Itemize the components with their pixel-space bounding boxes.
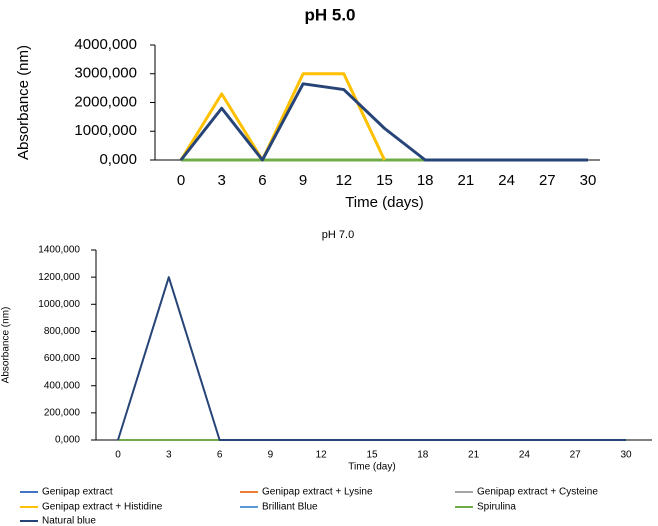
y-tick-label: 4000,000	[74, 36, 137, 53]
x-tick-label: 21	[458, 172, 475, 189]
y-tick-label: 0,000	[55, 435, 80, 446]
x-tick-label: 24	[498, 172, 515, 189]
y-tick-label: 1000,000	[38, 299, 80, 310]
x-tick-label: 9	[268, 450, 274, 461]
y-tick-label: 3000,000	[74, 65, 137, 82]
x-tick-label: 3	[218, 172, 226, 189]
chart-title: pH 5.0	[304, 5, 355, 24]
x-tick-label: 6	[217, 450, 223, 461]
y-axis-title: Absorbance (nm)	[15, 45, 32, 160]
y-tick-label: 2000,000	[74, 93, 137, 110]
x-tick-label: 27	[570, 450, 582, 461]
x-tick-label: 24	[519, 450, 531, 461]
chart-title: pH 7.0	[322, 229, 354, 241]
y-tick-label: 0,000	[99, 151, 137, 168]
series-line	[179, 72, 386, 162]
x-tick-label: 6	[258, 172, 266, 189]
series-line	[117, 276, 626, 441]
y-tick-label: 600,000	[44, 353, 81, 364]
x-tick-label: 3	[166, 450, 172, 461]
x-tick-label: 0	[115, 450, 121, 461]
x-tick-label: 9	[299, 172, 307, 189]
legend-label: Spirulina	[477, 502, 516, 513]
y-tick-label: 800,000	[44, 326, 81, 337]
x-tick-label: 12	[335, 172, 352, 189]
y-tick-label: 200,000	[44, 407, 81, 418]
x-tick-label: 30	[620, 450, 632, 461]
x-tick-label: 18	[417, 450, 429, 461]
x-tick-label: 21	[468, 450, 480, 461]
x-tick-label: 30	[580, 172, 597, 189]
y-tick-label: 1200,000	[38, 272, 80, 283]
x-tick-label: 27	[539, 172, 556, 189]
x-tick-label: 18	[417, 172, 434, 189]
x-axis-title: Time (day)	[348, 462, 395, 473]
x-tick-label: 12	[316, 450, 328, 461]
y-tick-label: 400,000	[44, 380, 81, 391]
y-tick-label: 1000,000	[74, 122, 137, 139]
y-axis-title: Absorbance (nm)	[1, 307, 12, 384]
legend-label: Natural blue	[42, 516, 96, 526]
legend-label: Genipap extract + Lysine	[262, 487, 373, 498]
legend-label: Brilliant Blue	[262, 502, 318, 513]
x-axis-title: Time (days)	[345, 194, 424, 211]
legend-label: Genipap extract	[42, 487, 113, 498]
x-tick-label: 0	[177, 172, 185, 189]
series-line	[179, 82, 588, 162]
x-tick-label: 15	[366, 450, 378, 461]
x-tick-label: 15	[376, 172, 393, 189]
y-tick-label: 1400,000	[38, 245, 80, 256]
legend-label: Genipap extract + Cysteine	[477, 487, 598, 498]
legend-label: Genipap extract + Histidine	[42, 502, 163, 513]
